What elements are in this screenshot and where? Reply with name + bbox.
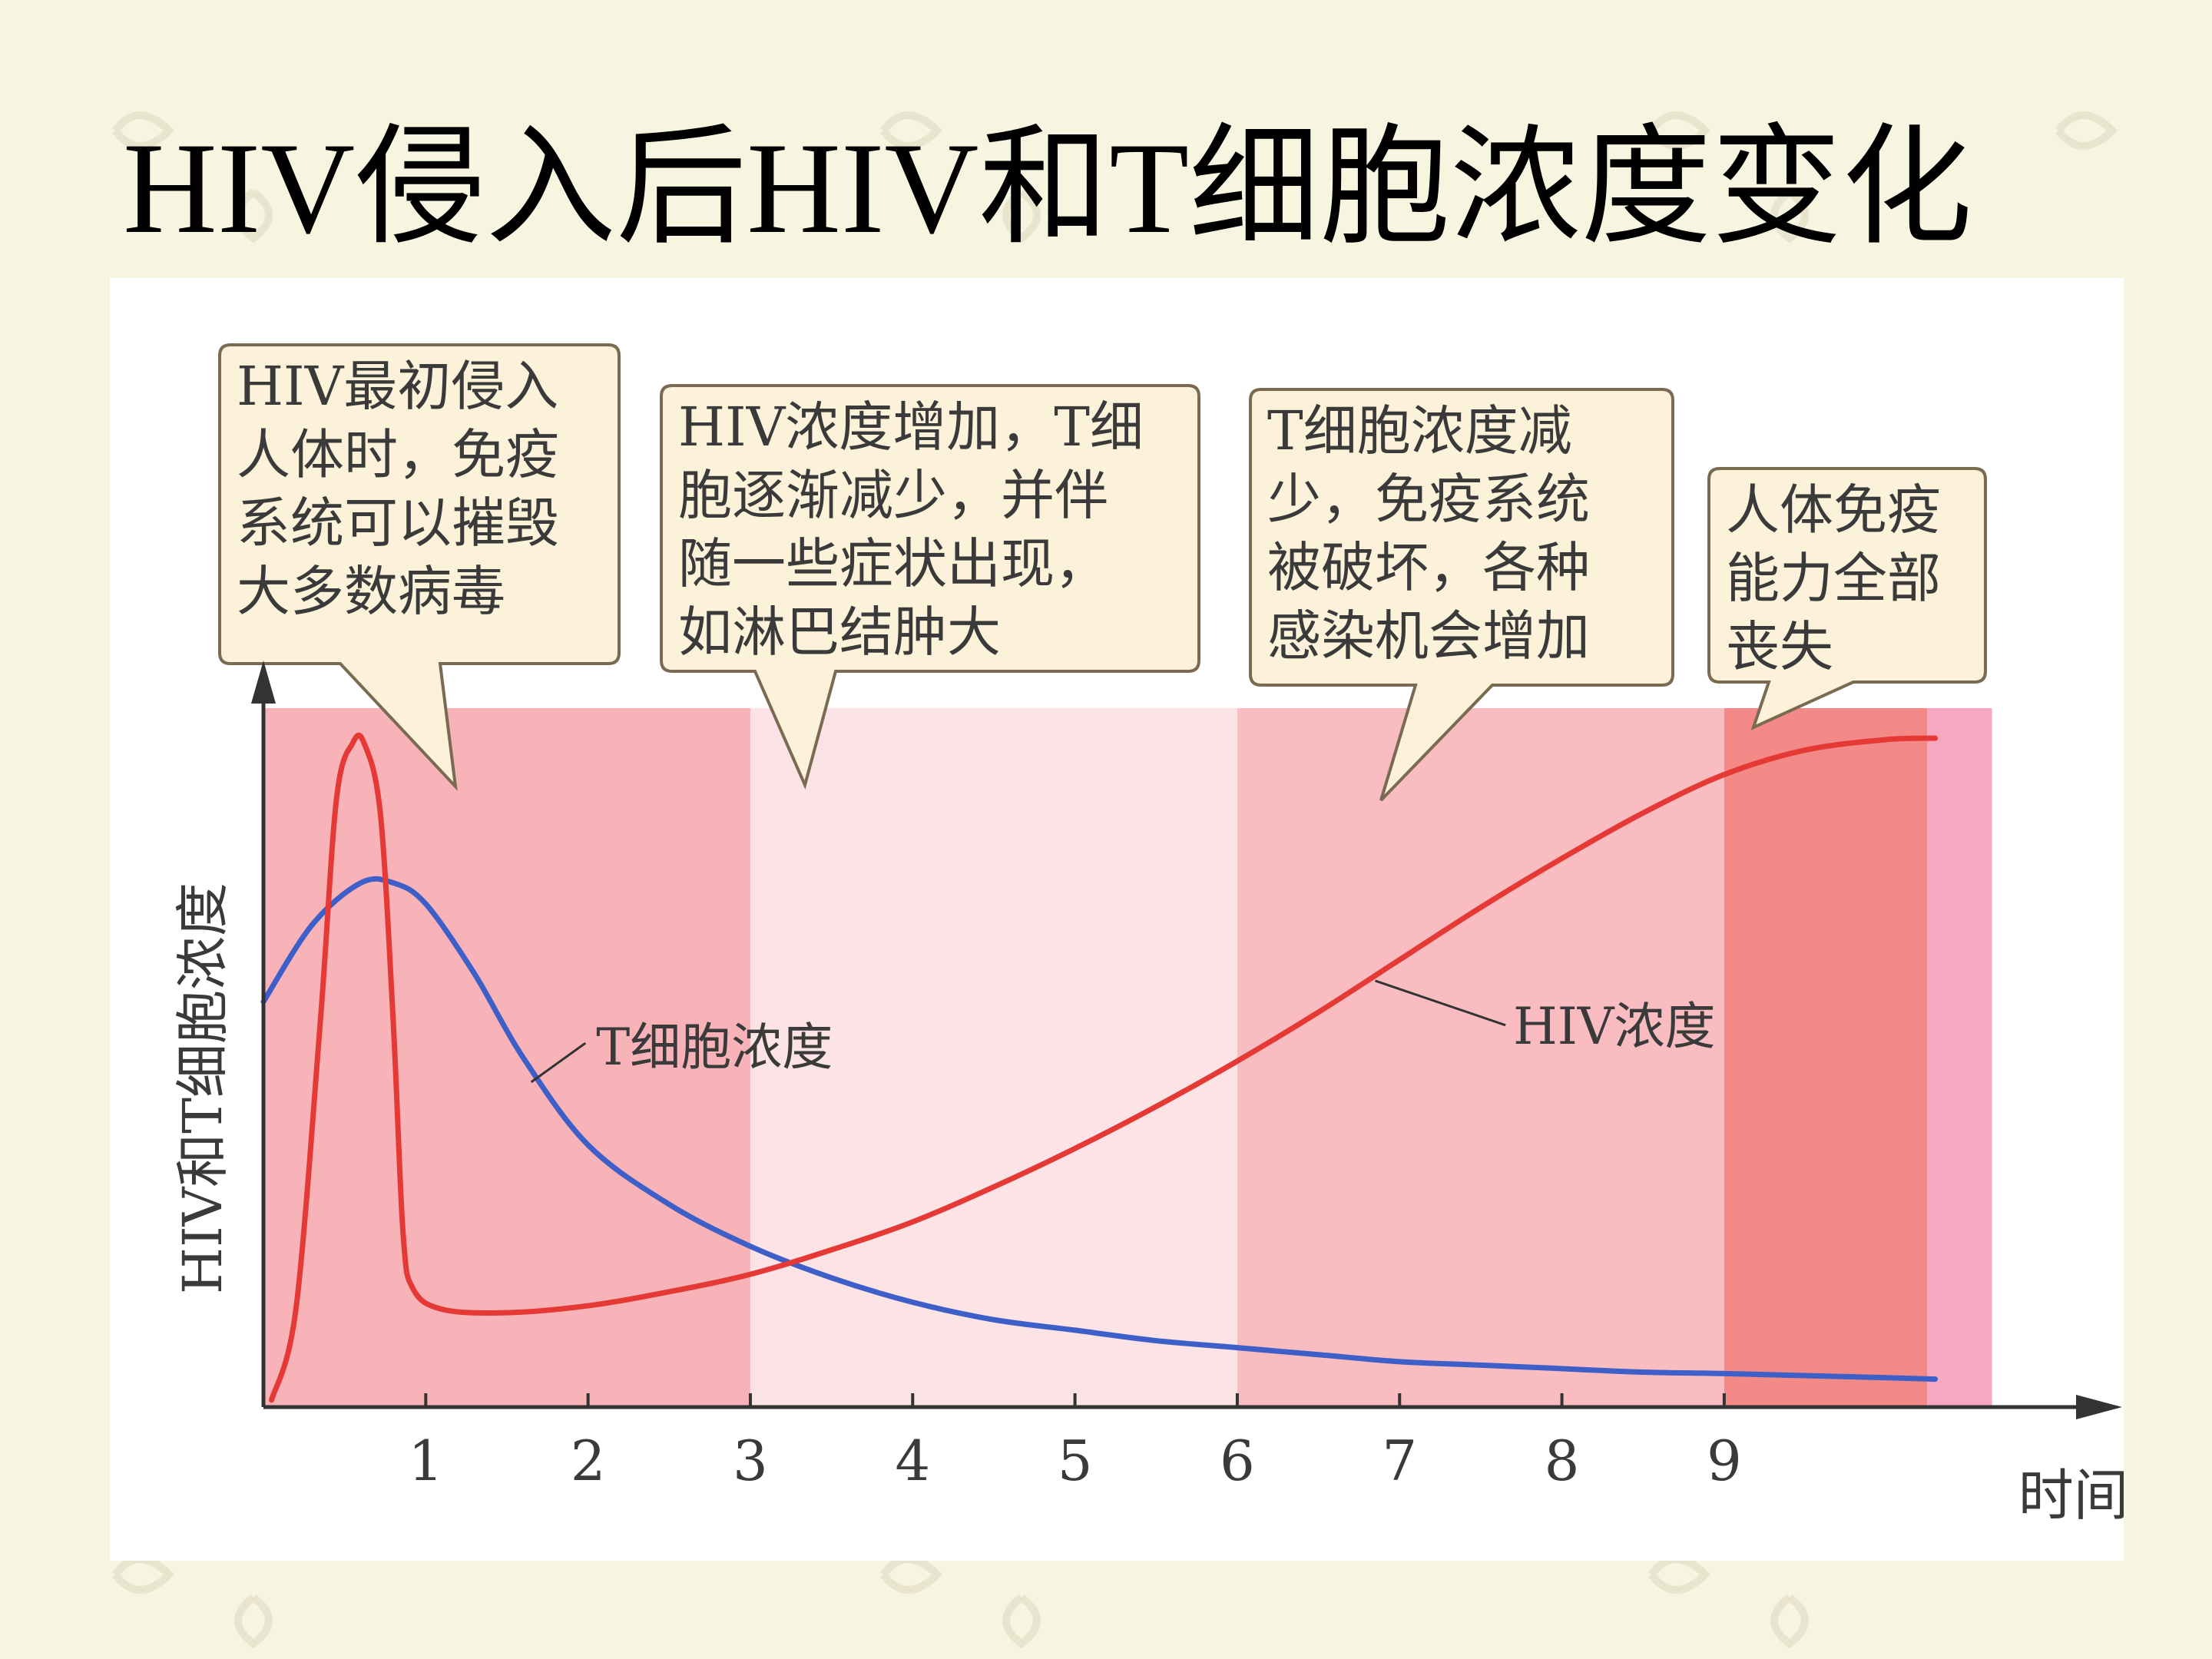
x-tick-label-4: 4 <box>895 1429 930 1493</box>
hiv-tcell-chart: 1 2 3 4 5 6 7 8 9 时间/年 HIV和T细胞浓度 T细胞浓度 HIV浓度 <box>171 343 2124 1528</box>
x-axis-label: 时间/年 <box>2018 1463 2124 1528</box>
callout-bubble-0 <box>218 343 621 791</box>
x-tick-label-6: 6 <box>1220 1429 1255 1493</box>
chart-panel: 1 2 3 4 5 6 7 8 9 时间/年 HIV和T细胞浓度 T细胞浓度 HIV浓度 HIV最初侵… <box>110 278 2124 1561</box>
callout-decline-stage: T细胞浓度减 少，免疫系统 被破坏，各种 感染机会增加 <box>1250 389 1673 685</box>
stage-band-2 <box>1237 708 1724 1407</box>
x-tick-label-9: 9 <box>1707 1429 1742 1493</box>
callout-decline-text: T细胞浓度减 少，免疫系统 被破坏，各种 感染机会增加 <box>1267 399 1590 667</box>
callout-bubble-1 <box>660 384 1200 790</box>
callout-bubble-2 <box>1249 388 1674 802</box>
x-axis-arrow <box>2076 1395 2122 1419</box>
stage-band-1 <box>750 708 1237 1407</box>
series-lines <box>260 732 1939 1403</box>
callout-latent-stage: HIV浓度增加，T细 胞逐渐减少，并伴 随一些症状出现， 如淋巴结肿大 <box>661 386 1199 671</box>
tcell-label-leader <box>530 1041 587 1084</box>
x-tick-label-1: 1 <box>408 1429 443 1493</box>
callout-tails <box>218 343 1987 802</box>
axes: 1 2 3 4 5 6 7 8 9 时间/年 HIV和T细胞浓度 <box>171 661 2124 1528</box>
hiv-label-leader <box>1375 979 1506 1027</box>
chart-labels: T细胞浓度 HIV浓度 <box>530 979 1715 1084</box>
stage-bands <box>263 708 1992 1407</box>
callout-early-stage: HIV最初侵入 人体时，免疫 系统可以摧毁 大多数病毒 <box>220 345 619 664</box>
callout-bubble-3 <box>1707 467 1987 730</box>
x-tick-label-8: 8 <box>1545 1429 1580 1493</box>
x-tick-label-2: 2 <box>571 1429 606 1493</box>
series-line-tcell <box>260 876 1939 1382</box>
callout-latent-text: HIV浓度增加，T细 胞逐渐减少，并伴 随一些症状出现， 如淋巴结肿大 <box>678 396 1144 664</box>
stage-band-4 <box>1927 708 1992 1407</box>
x-tick-label-5: 5 <box>1058 1429 1093 1493</box>
slide-title: HIV侵入后HIV和T细胞浓度变化 <box>123 116 1973 260</box>
hiv-series-label: HIV浓度 <box>1513 997 1715 1056</box>
callout-aids-stage: 人体免疫 能力全部 丧失 <box>1709 469 1985 682</box>
tcell-series-label: T细胞浓度 <box>596 1018 833 1077</box>
series-line-hiv <box>269 732 1939 1403</box>
x-tick-label-3: 3 <box>733 1429 768 1493</box>
y-axis-label: HIV和T细胞浓度 <box>171 882 234 1294</box>
x-tick-label-7: 7 <box>1382 1429 1417 1493</box>
callout-early-text: HIV最初侵入 人体时，免疫 系统可以摧毁 大多数病毒 <box>237 355 559 623</box>
y-axis-arrow <box>251 661 276 704</box>
stage-band-3 <box>1724 708 1928 1407</box>
callout-aids-text: 人体免疫 能力全部 丧失 <box>1726 478 1941 678</box>
